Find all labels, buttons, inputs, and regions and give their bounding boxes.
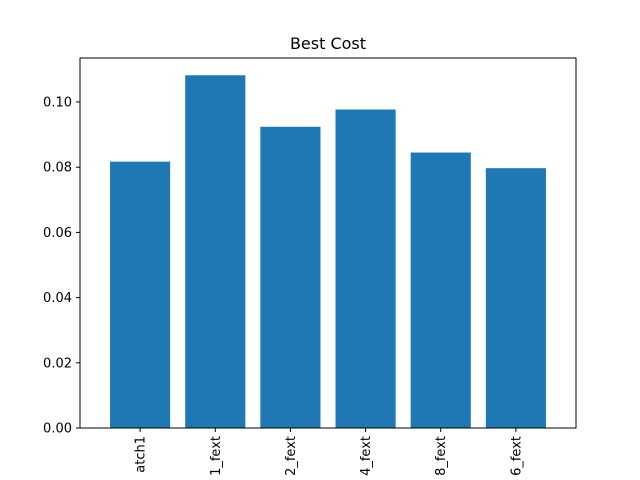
y-tick-label: 0.02 [43, 356, 72, 371]
bars-group [110, 75, 546, 429]
x-tick-label: 8_fext [434, 436, 449, 476]
y-tick-label: 0.06 [43, 226, 72, 241]
y-tick-label: 0.00 [43, 422, 72, 437]
bar-6 [485, 168, 546, 428]
bar-1 [110, 161, 171, 429]
chart-title: Best Cost [290, 34, 366, 53]
bar-3 [260, 126, 321, 428]
bar-2 [185, 75, 246, 428]
plot-frame [79, 57, 577, 429]
y-tick-label: 0.04 [43, 291, 72, 306]
x-tick-label: atch1 [134, 436, 149, 473]
y-tick-label: 0.10 [43, 96, 72, 111]
bar-5 [410, 152, 471, 429]
y-tick-label: 0.08 [43, 161, 72, 176]
x-tick-label: 4_fext [359, 436, 374, 476]
x-tick-label: 1_fext [209, 436, 224, 476]
bar-4 [335, 109, 396, 428]
x-tick-label: 2_fext [284, 436, 299, 476]
y-axis: 0.00 0.02 0.04 0.06 0.08 0.10 [43, 96, 80, 437]
x-axis: atch1 1_fext 2_fext 4_fext 8_fext 6_fext [134, 428, 524, 476]
x-tick-label: 6_fext [509, 436, 524, 476]
